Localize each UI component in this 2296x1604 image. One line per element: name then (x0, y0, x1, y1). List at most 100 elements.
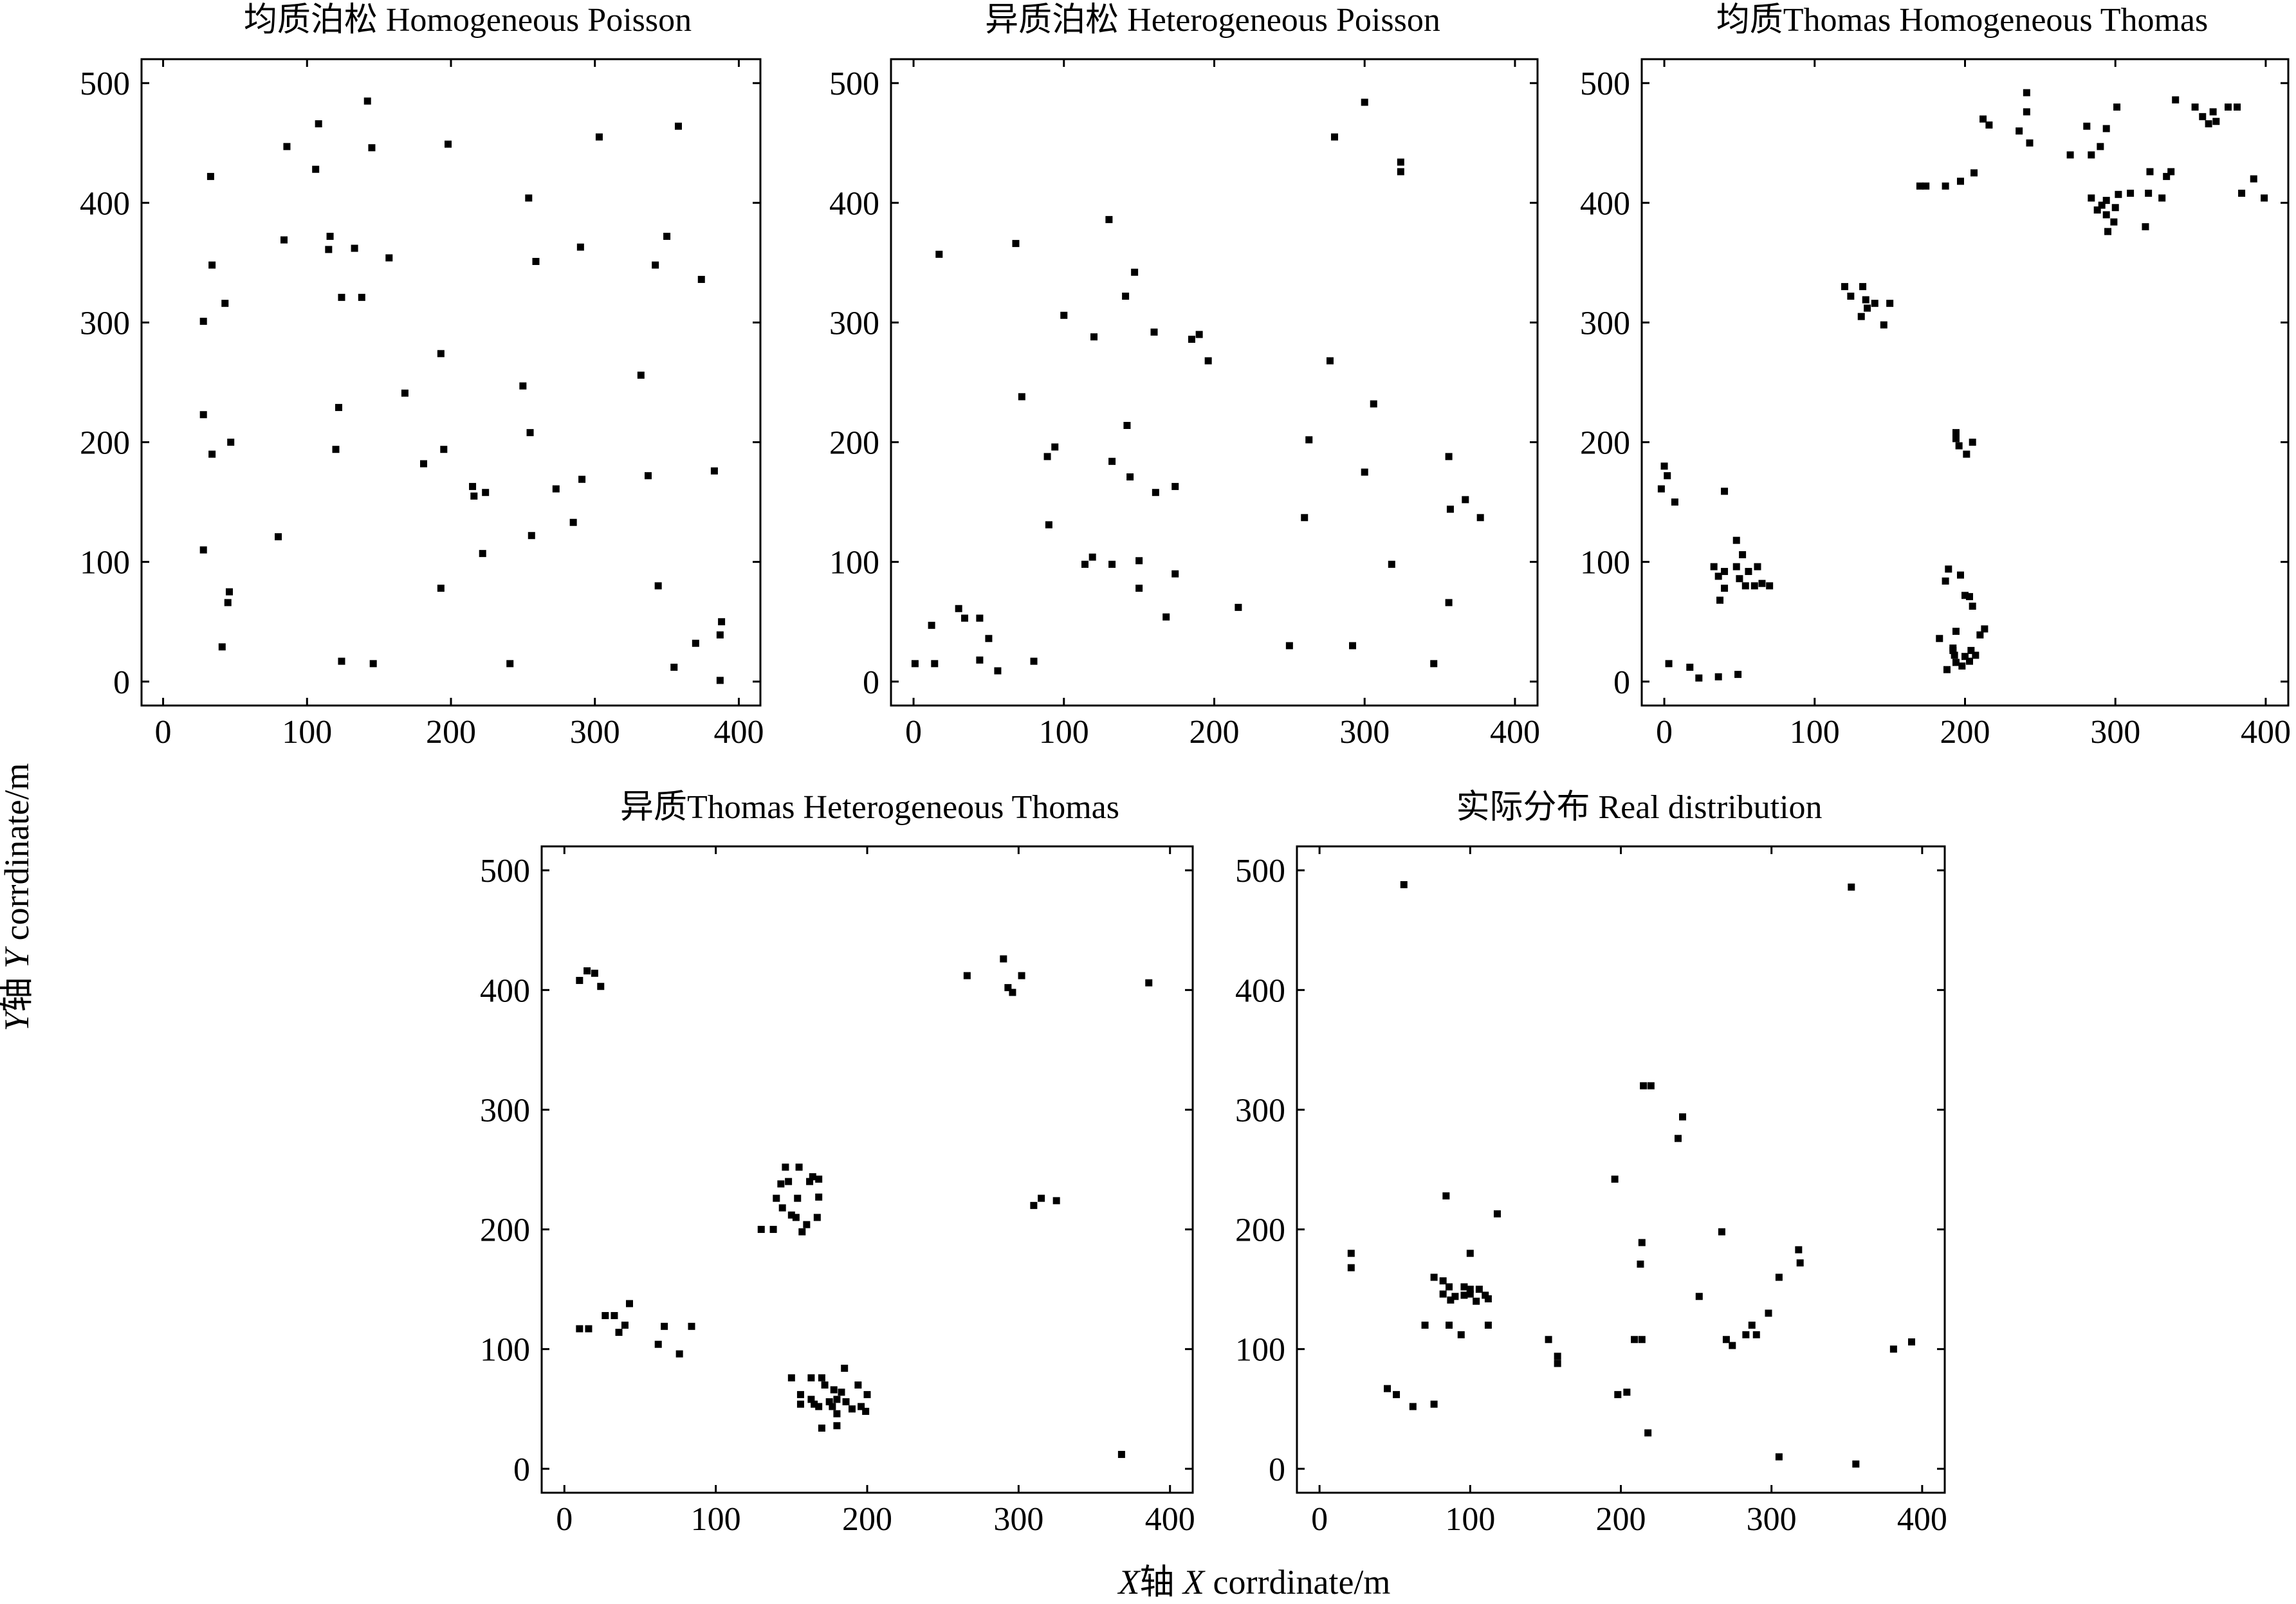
data-point (809, 1173, 816, 1181)
data-point (440, 446, 448, 453)
data-point (818, 1374, 825, 1381)
data-point (1732, 536, 1740, 544)
data-point (1285, 642, 1293, 650)
data-point (1952, 435, 1960, 442)
data-point (1665, 660, 1673, 668)
data-point (1722, 1336, 1730, 1344)
data-points (1657, 89, 2268, 682)
data-point (1038, 1194, 1045, 1202)
data-point (654, 1340, 662, 1348)
data-point (1430, 1400, 1438, 1408)
data-point (2023, 108, 2030, 116)
data-point (1886, 300, 1894, 307)
data-point (1750, 582, 1758, 590)
x-tick-label: 0 (1656, 714, 1673, 751)
data-point (615, 1329, 623, 1336)
data-point (1945, 565, 1952, 573)
data-point (1638, 1336, 1646, 1344)
data-point (445, 140, 452, 148)
y-axis-en-rest: corrdinate/m (0, 763, 36, 949)
data-point (1361, 98, 1368, 106)
data-point (1961, 653, 1969, 661)
data-point (961, 614, 969, 622)
y-tick-label: 200 (1580, 425, 1630, 462)
data-point (532, 258, 540, 266)
data-point (716, 631, 724, 639)
data-point (315, 120, 322, 127)
data-point (796, 1400, 804, 1408)
y-tick-label: 100 (829, 545, 879, 581)
data-point (1889, 1345, 1897, 1353)
data-point (1545, 1336, 1552, 1344)
data-point (1442, 1192, 1450, 1199)
data-point (1347, 1250, 1355, 1257)
data-point (2225, 103, 2232, 111)
panel-title: 均质泊松 Homogeneous Poisson (244, 2, 692, 39)
data-point (1966, 657, 1974, 665)
data-points (911, 98, 1484, 675)
data-point (1135, 557, 1143, 565)
y-tick-label: 500 (829, 66, 879, 102)
x-tick-label: 0 (155, 714, 172, 751)
data-point (1123, 422, 1131, 429)
data-point (1457, 1331, 1465, 1338)
data-point (1966, 593, 1974, 601)
data-point (1473, 1297, 1480, 1305)
panel-homogeneous-thomas: 均质Thomas Homogeneous Thomas 0 100 200 300 40… (1580, 2, 2291, 751)
data-point (1943, 666, 1951, 673)
data-point (833, 1422, 841, 1430)
y-axis-letter: Y (0, 1008, 36, 1031)
data-point (1847, 293, 1855, 300)
y-tick-label: 0 (1269, 1452, 1285, 1488)
ticks: 0 100 200 300 400 0 100 200 300 400 500 (480, 846, 1195, 1538)
data-point (862, 1407, 870, 1415)
data-point (1614, 1390, 1622, 1398)
y-axis-title: Y轴 Y corrdinate/m (0, 763, 36, 1032)
data-point (275, 533, 282, 541)
data-point (1841, 283, 1849, 291)
data-point (1859, 283, 1867, 291)
data-point (1644, 1429, 1652, 1437)
data-point (1171, 570, 1179, 578)
data-point (385, 254, 393, 262)
data-point (1734, 671, 1742, 679)
data-point (994, 667, 1002, 675)
data-point (1018, 972, 1025, 980)
data-point (2172, 96, 2180, 104)
x-tick-label: 0 (905, 714, 922, 751)
data-point (225, 588, 233, 596)
data-point (325, 246, 333, 253)
data-point (1775, 1453, 1783, 1461)
data-point (2102, 197, 2110, 205)
data-point (1554, 1353, 1561, 1360)
data-point (2110, 218, 2118, 226)
y-tick-label: 300 (1235, 1092, 1285, 1129)
data-point (207, 172, 214, 180)
x-axis-en-letter: X (1182, 1563, 1206, 1601)
data-point (1088, 553, 1096, 561)
panel-heterogeneous-poisson: 异质泊松 Heterogeneous Poisson 0 100 200 300 400… (829, 2, 1540, 751)
data-point (1171, 482, 1179, 490)
data-point (1030, 1201, 1038, 1209)
x-tick-label: 200 (842, 1501, 892, 1538)
data-point (1679, 1113, 1687, 1121)
data-point (985, 635, 993, 643)
x-tick-label: 300 (2090, 714, 2140, 751)
data-point (363, 97, 371, 105)
data-point (1131, 268, 1139, 276)
data-point (1714, 572, 1722, 580)
data-point (1493, 1210, 1501, 1217)
data-point (621, 1321, 629, 1329)
data-point (1349, 642, 1357, 650)
data-point (794, 1194, 802, 1202)
data-point (2115, 190, 2122, 198)
data-point (782, 1163, 789, 1171)
data-point (2167, 168, 2175, 176)
data-point (2158, 194, 2166, 202)
data-point (1758, 579, 1766, 587)
data-point (1004, 984, 1012, 992)
data-point (2104, 228, 2112, 235)
data-point (692, 639, 699, 647)
data-point (1848, 883, 1855, 891)
data-point (1397, 168, 1404, 176)
